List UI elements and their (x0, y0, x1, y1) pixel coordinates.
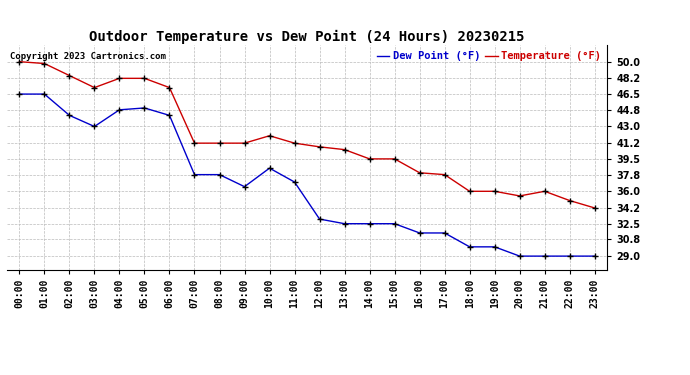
Text: Copyright 2023 Cartronics.com: Copyright 2023 Cartronics.com (10, 52, 166, 61)
Title: Outdoor Temperature vs Dew Point (24 Hours) 20230215: Outdoor Temperature vs Dew Point (24 Hou… (89, 30, 525, 44)
Legend: Dew Point (°F), Temperature (°F): Dew Point (°F), Temperature (°F) (376, 50, 602, 62)
